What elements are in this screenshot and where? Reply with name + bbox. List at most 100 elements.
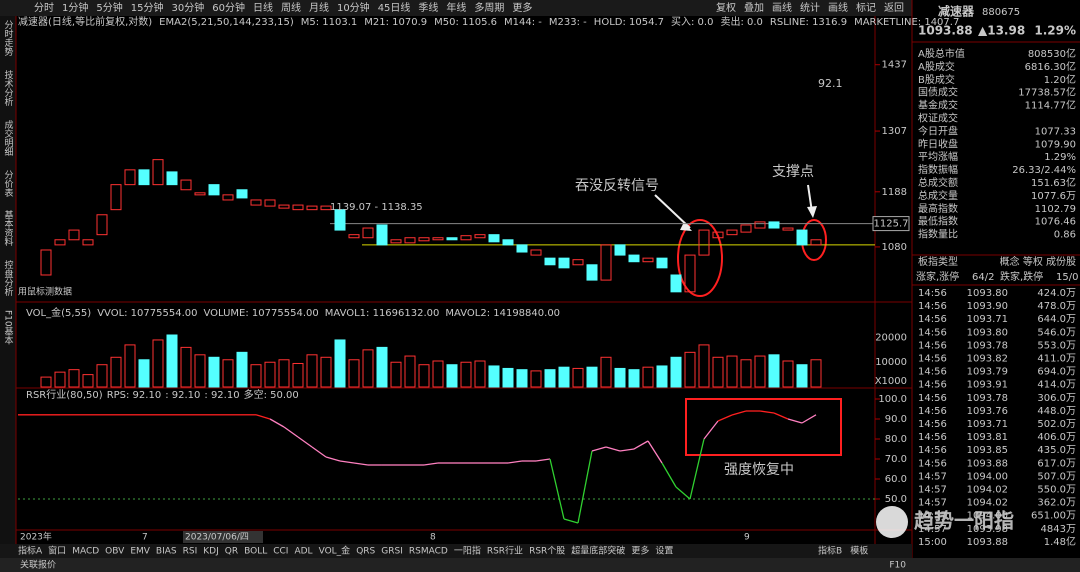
period-tab[interactable]: 5分钟 <box>96 1 122 14</box>
stat-label: 今日开盘 <box>918 124 958 137</box>
candle <box>600 244 612 281</box>
date-box <box>183 531 263 543</box>
rsr-line <box>255 414 271 420</box>
stat-label: 国债成交 <box>918 86 958 99</box>
sidebar-bg <box>0 16 16 544</box>
indicator-tab[interactable]: OBV <box>105 547 125 557</box>
indicator-tab[interactable]: RSMACD <box>409 547 448 557</box>
tick-time: 14:56 <box>918 288 947 299</box>
indicator-tab[interactable]: ADL <box>294 547 312 557</box>
volume-bar <box>544 369 556 388</box>
sidebar-tab[interactable]: F10基本 <box>3 310 14 346</box>
period-tab[interactable]: 分时 <box>34 2 54 14</box>
stat-value: 26.33/2.44% <box>1012 165 1076 176</box>
candle <box>362 227 374 239</box>
period-tab[interactable]: 45日线 <box>378 1 411 14</box>
period-tab[interactable]: 更多 <box>512 1 532 14</box>
tick-time: 14:56 <box>918 327 947 338</box>
period-tab[interactable]: 60分钟 <box>212 1 245 14</box>
indicator-tab[interactable]: BOLL <box>244 547 267 557</box>
indicator-tab[interactable]: BIAS <box>156 547 177 557</box>
toolbar-button[interactable]: 标记 <box>856 2 876 14</box>
period-tab[interactable]: 15分钟 <box>131 1 164 14</box>
stat-value: 808530亿 <box>1028 47 1076 60</box>
volume-bar <box>138 359 150 388</box>
period-tab[interactable]: 多周期 <box>474 1 504 14</box>
indicator-tab[interactable]: GRSI <box>381 547 403 557</box>
toolbar-button[interactable]: 叠加 <box>744 2 764 14</box>
indicator-tab[interactable]: QRS <box>356 547 375 557</box>
indicator-tab[interactable]: 窗口 <box>48 545 66 557</box>
toolbar-button[interactable]: 复权 <box>716 1 736 14</box>
tick-price: 1093.81 <box>967 432 1008 443</box>
indicator-tab[interactable]: VOL_金 <box>319 545 351 557</box>
stat-value: 0.86 <box>1054 230 1076 241</box>
rsr-line <box>297 436 313 448</box>
period-tab[interactable]: 周线 <box>281 1 301 14</box>
sidebar-tab[interactable]: 分时走势 <box>3 20 14 57</box>
indicator-tab[interactable]: RSR行业 <box>487 545 523 557</box>
toolbar-button[interactable]: 画线 <box>772 1 792 14</box>
period-tab[interactable]: 季线 <box>418 1 438 14</box>
indicator-tab[interactable]: RSR个股 <box>529 546 565 557</box>
indicator-tab[interactable]: QR <box>225 547 238 557</box>
indicator-tab[interactable]: CCI <box>273 547 288 557</box>
candle <box>670 274 682 293</box>
sidebar-tab[interactable]: 分价表 <box>3 170 14 198</box>
indicator-tab[interactable]: 超量底部突破 <box>571 545 625 557</box>
volume-bar <box>222 359 234 388</box>
indicator-tab[interactable]: 模板 <box>850 545 868 557</box>
rsr-line <box>787 418 803 424</box>
volume-bar <box>740 359 752 388</box>
period-tab[interactable]: 30分钟 <box>171 1 204 14</box>
stat-value: 17738.57亿 <box>1018 86 1076 99</box>
sidebar-tab[interactable]: 成交明细 <box>3 119 14 156</box>
tick-time: 14:56 <box>918 406 947 417</box>
candle <box>250 199 262 206</box>
x-label: 2023/07/06/四 <box>185 533 249 543</box>
candle <box>740 224 752 233</box>
stat-label: 最低指数 <box>918 215 958 228</box>
indicator-tab[interactable]: 更多 <box>631 545 649 557</box>
stat-value: 6816.30亿 <box>1025 60 1076 73</box>
indicator-tab[interactable]: KDJ <box>203 547 219 557</box>
period-tab[interactable]: 1分钟 <box>62 1 88 14</box>
indicator-tab[interactable]: RSI <box>183 547 198 557</box>
tick-price: 1093.90 <box>967 301 1008 312</box>
tick-volume: 306.0万 <box>1037 393 1076 404</box>
indicator-tab[interactable]: 一阳指 <box>454 545 481 557</box>
sidebar-tab[interactable]: 控盘分析 <box>3 259 14 297</box>
candle <box>684 254 696 293</box>
y-tick-label: 1080 <box>882 242 907 253</box>
indicator-value: MARKETLINE: 1407.7 <box>854 17 959 28</box>
annotation: 1139.07 - 1138.35 <box>330 202 423 213</box>
indicator-value: M21: 1070.9 <box>364 17 427 28</box>
volume-bar <box>54 371 66 388</box>
candle <box>180 179 192 191</box>
indicator-tab[interactable]: EMV <box>130 547 150 557</box>
sidebar-tab[interactable]: 基本资料 <box>3 209 14 247</box>
candle <box>348 234 360 239</box>
tick-time: 14:56 <box>918 314 947 325</box>
sidebar-tab[interactable]: 技术分析 <box>3 69 14 107</box>
volume-bar <box>152 339 164 388</box>
toolbar-button[interactable]: 返回 <box>884 2 904 14</box>
volume-bar <box>628 369 640 388</box>
indicator-tab[interactable]: 指标B <box>818 545 842 557</box>
indicator-tab[interactable]: MACD <box>72 547 99 557</box>
indicator-tab[interactable]: 设置 <box>655 546 673 557</box>
candle <box>264 199 276 207</box>
toolbar-button[interactable]: 统计 <box>800 1 820 14</box>
candle <box>320 205 332 211</box>
period-tab[interactable]: 月线 <box>309 1 329 14</box>
tick-price: 1094.00 <box>967 471 1008 482</box>
rsr-line <box>675 486 691 500</box>
candle <box>236 189 248 199</box>
period-tab[interactable]: 年线 <box>446 1 466 14</box>
toolbar-button[interactable]: 画线 <box>828 1 848 14</box>
indicator-tab[interactable]: 指标A <box>18 545 43 557</box>
period-tab[interactable]: 10分钟 <box>337 1 370 14</box>
period-tab[interactable]: 日线 <box>253 1 273 14</box>
candle <box>614 244 626 256</box>
volume-bar <box>236 351 248 388</box>
